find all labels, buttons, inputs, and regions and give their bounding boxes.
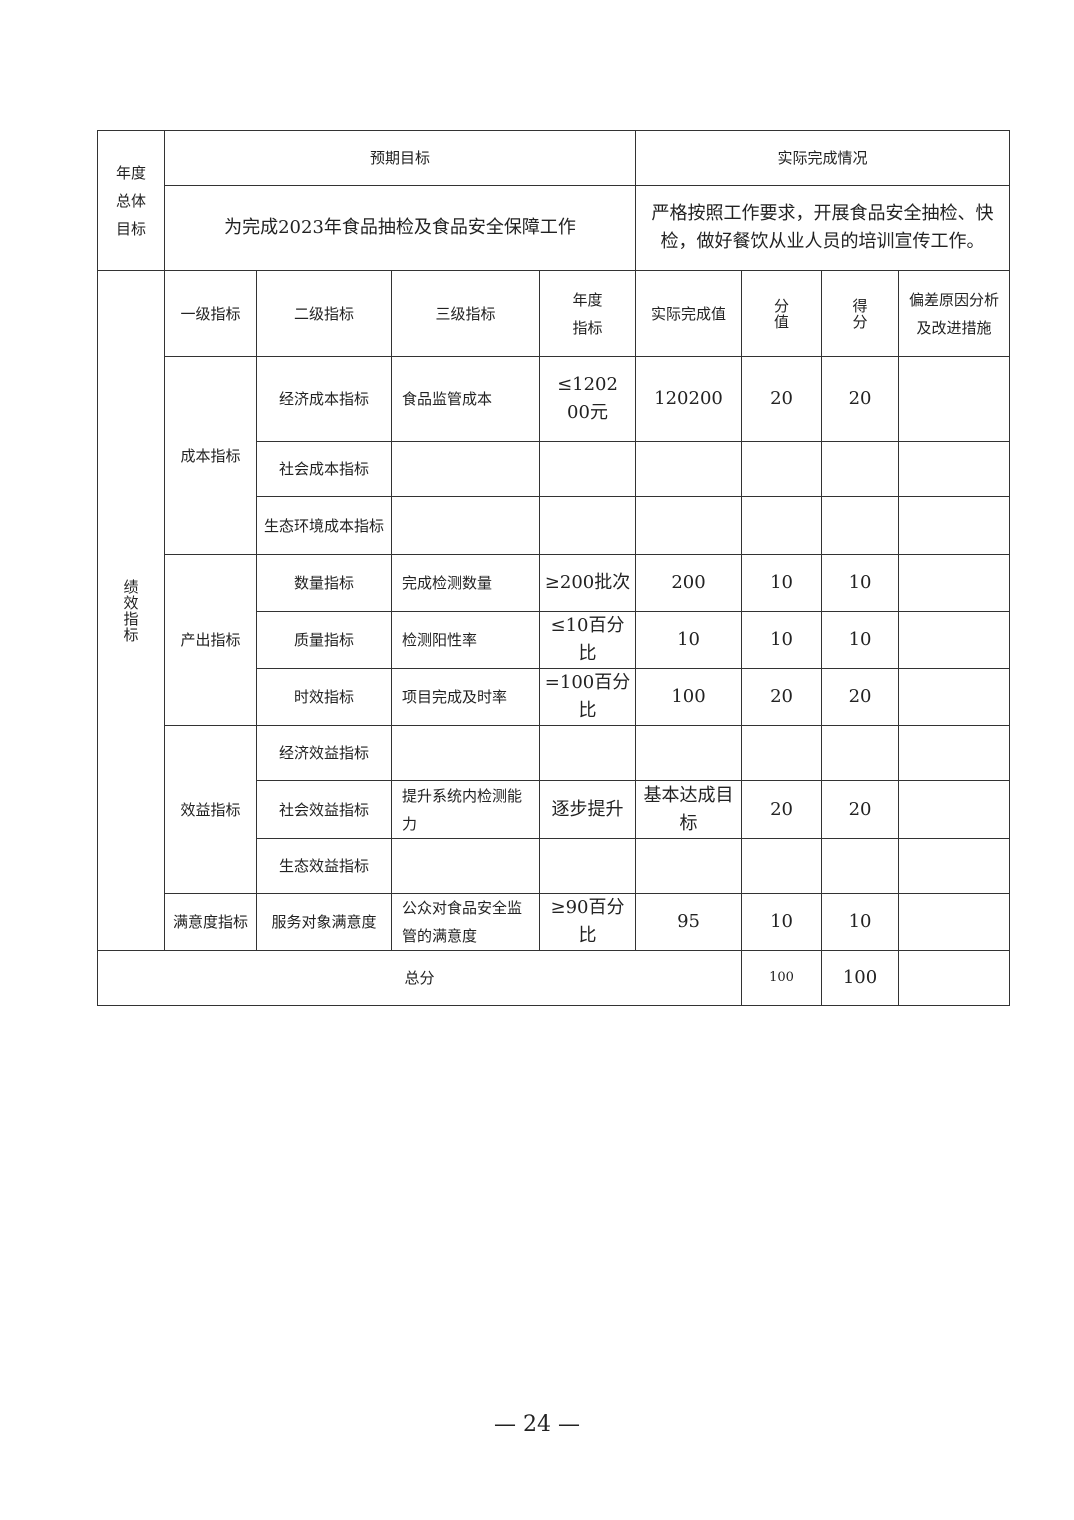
- total-note: [898, 950, 1011, 1006]
- l3: [391, 441, 540, 497]
- score: [821, 838, 900, 894]
- note: [898, 725, 1011, 781]
- actual: [635, 496, 743, 555]
- l3: [391, 725, 540, 781]
- actual: 200: [635, 554, 743, 612]
- weight: 20: [741, 668, 823, 726]
- group-output: 产出指标: [164, 554, 257, 726]
- score: [821, 725, 900, 781]
- score: 10: [821, 554, 900, 612]
- l3: 提升系统内检测能力: [391, 780, 540, 839]
- l2: 经济效益指标: [256, 725, 392, 781]
- weight: 10: [741, 893, 823, 951]
- col-header: 二级指标: [256, 270, 392, 357]
- note: [898, 893, 1011, 951]
- note: [898, 838, 1011, 894]
- expected-label: 预期目标: [163, 130, 637, 186]
- score: 20: [821, 668, 900, 726]
- l3: 食品监管成本: [391, 356, 540, 442]
- score: 10: [821, 611, 900, 669]
- actual: 基本达成目标: [635, 780, 743, 839]
- weight: 20: [741, 356, 823, 442]
- l2: 社会效益指标: [256, 780, 392, 839]
- l2: 质量指标: [256, 611, 392, 669]
- actual: 120200: [635, 356, 743, 442]
- target: ≥200批次: [538, 554, 637, 612]
- weight: [741, 838, 823, 894]
- target: [538, 496, 637, 555]
- note: [898, 356, 1011, 442]
- note: [898, 668, 1011, 726]
- actual: [635, 441, 743, 497]
- actual: 100: [635, 668, 743, 726]
- l3: 公众对食品安全监管的满意度: [391, 893, 540, 951]
- col-header: 年度指标: [538, 270, 637, 357]
- target: ≤120200元: [538, 356, 637, 442]
- l3: [391, 838, 540, 894]
- note: [898, 554, 1011, 612]
- col-header: 一级指标: [164, 270, 257, 357]
- score: 10: [821, 893, 900, 951]
- group-satisfaction: 满意度指标: [164, 893, 257, 951]
- l2: 社会成本指标: [256, 441, 392, 497]
- note: [898, 780, 1011, 839]
- note: [898, 611, 1011, 669]
- l2: 生态环境成本指标: [256, 496, 392, 555]
- target: =100百分比: [538, 668, 637, 726]
- total-label: 总分: [96, 950, 743, 1006]
- performance-table: 年度总体目标 预期目标 实际完成情况 为完成2023年食品抽检及食品安全保障工作…: [96, 130, 1011, 1006]
- score: 20: [821, 780, 900, 839]
- l3: [391, 496, 540, 555]
- target: [538, 838, 637, 894]
- l2: 生态效益指标: [256, 838, 392, 894]
- weight: [741, 496, 823, 555]
- actual: 10: [635, 611, 743, 669]
- note: [898, 441, 1011, 497]
- group-cost: 成本指标: [164, 356, 257, 555]
- weight: 10: [741, 554, 823, 612]
- total-weight: 100: [741, 950, 823, 1006]
- actual: [635, 838, 743, 894]
- col-header: 得分: [821, 270, 900, 357]
- page-number: — 24 —: [494, 1412, 580, 1437]
- l2: 数量指标: [256, 554, 392, 612]
- total-score: 100: [821, 950, 900, 1006]
- expected-text: 为完成2023年食品抽检及食品安全保障工作: [163, 185, 637, 271]
- group-benefit: 效益指标: [164, 725, 257, 894]
- col-header: 分值: [741, 270, 823, 357]
- score: 20: [821, 356, 900, 442]
- l2: 经济成本指标: [256, 356, 392, 442]
- l3: 检测阳性率: [391, 611, 540, 669]
- l3: 完成检测数量: [391, 554, 540, 612]
- target: [538, 725, 637, 781]
- annual-goal-label: 年度总体目标: [97, 130, 165, 271]
- weight: [741, 725, 823, 781]
- score: [821, 496, 900, 555]
- l3: 项目完成及时率: [391, 668, 540, 726]
- l2: 服务对象满意度: [256, 893, 392, 951]
- l2: 时效指标: [256, 668, 392, 726]
- weight: [741, 441, 823, 497]
- actual-text: 严格按照工作要求，开展食品安全抽检、快检，做好餐饮从业人员的培训宣传工作。: [635, 185, 1011, 271]
- target: 逐步提升: [538, 780, 637, 839]
- actual: [635, 725, 743, 781]
- col-header: 偏差原因分析及改进措施: [898, 270, 1011, 357]
- perf-label: 绩效指标: [97, 270, 165, 951]
- target: [538, 441, 637, 497]
- score: [821, 441, 900, 497]
- actual-label: 实际完成情况: [635, 130, 1011, 186]
- actual: 95: [635, 893, 743, 951]
- target: ≤10百分比: [538, 611, 637, 669]
- note: [898, 496, 1011, 555]
- weight: 10: [741, 611, 823, 669]
- target: ≥90百分比: [538, 893, 637, 951]
- col-header: 实际完成值: [635, 270, 743, 357]
- col-header: 三级指标: [391, 270, 540, 357]
- weight: 20: [741, 780, 823, 839]
